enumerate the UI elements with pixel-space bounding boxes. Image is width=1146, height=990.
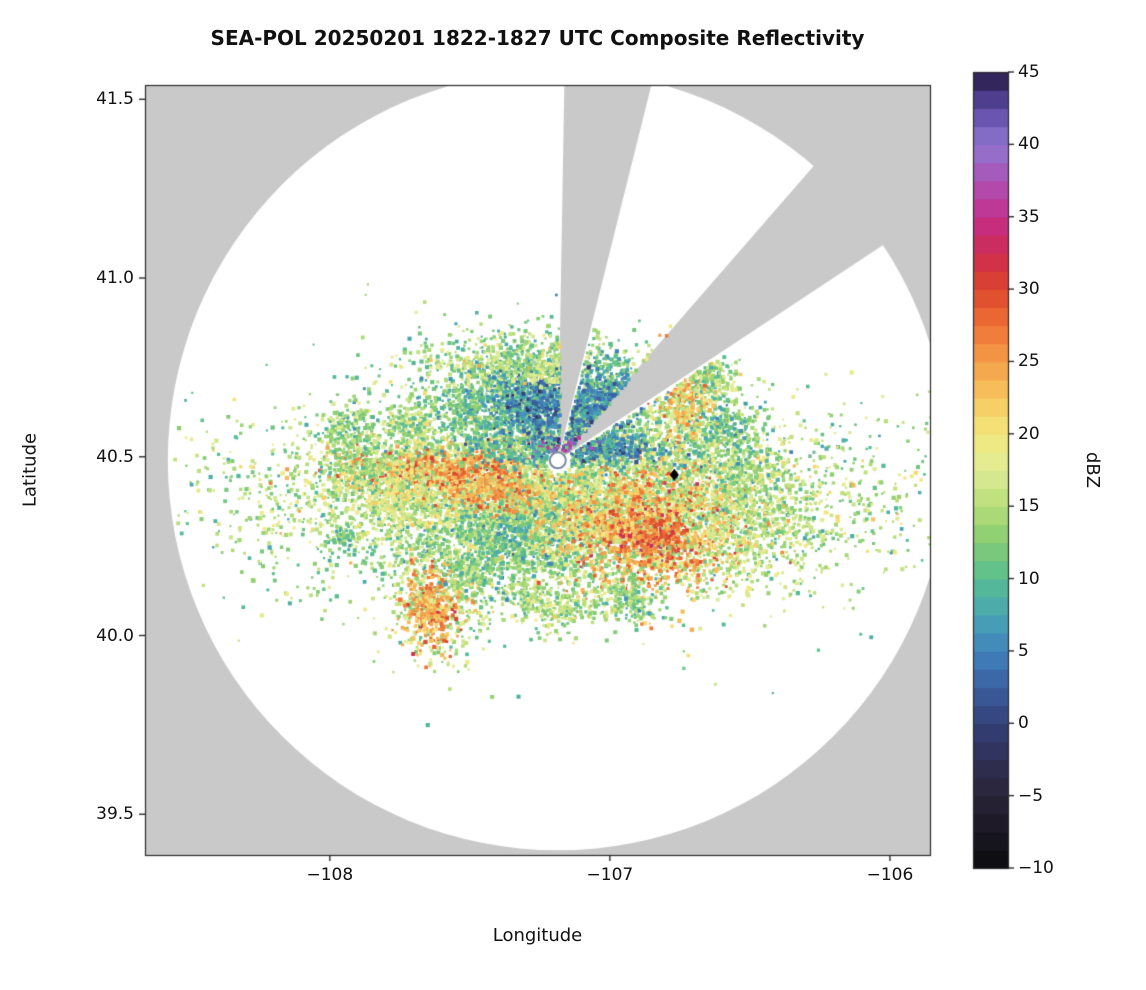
colorbar-tick-label: 10 <box>1018 568 1040 589</box>
x-tick-label: −106 <box>866 865 914 885</box>
colorbar-tick-label: 30 <box>1018 279 1040 300</box>
y-tick-label: 40.5 <box>96 446 134 467</box>
colorbar-tick-label: 40 <box>1018 134 1040 155</box>
y-tick-label: 40.0 <box>96 625 134 646</box>
x-tick-label: −107 <box>586 865 634 885</box>
colorbar-tick-label: 35 <box>1018 206 1040 227</box>
y-tick-label: 41.5 <box>96 89 134 110</box>
colorbar-tick-label: 5 <box>1018 640 1029 661</box>
y-tick-label: 41.0 <box>96 268 134 289</box>
colorbar-tick-label: 0 <box>1018 713 1029 734</box>
colorbar-tick-label: 45 <box>1018 62 1040 82</box>
colorbar-tick-label: 20 <box>1018 423 1040 444</box>
colorbar-tick-label: 25 <box>1018 351 1040 372</box>
chart-title: SEA-POL 20250201 1822-1827 UTC Composite… <box>210 26 865 50</box>
colorbar-tick-label: −10 <box>1018 858 1054 878</box>
y-tick-label: 39.5 <box>96 804 134 825</box>
colorbar-tick-label: −5 <box>1018 785 1044 806</box>
colorbar-tick-label: 15 <box>1018 496 1040 517</box>
x-axis-label: Longitude <box>492 925 583 946</box>
y-axis-label: Latitude <box>19 432 41 508</box>
colorbar-label: dBZ <box>1082 451 1103 489</box>
x-tick-label: −108 <box>306 865 354 885</box>
